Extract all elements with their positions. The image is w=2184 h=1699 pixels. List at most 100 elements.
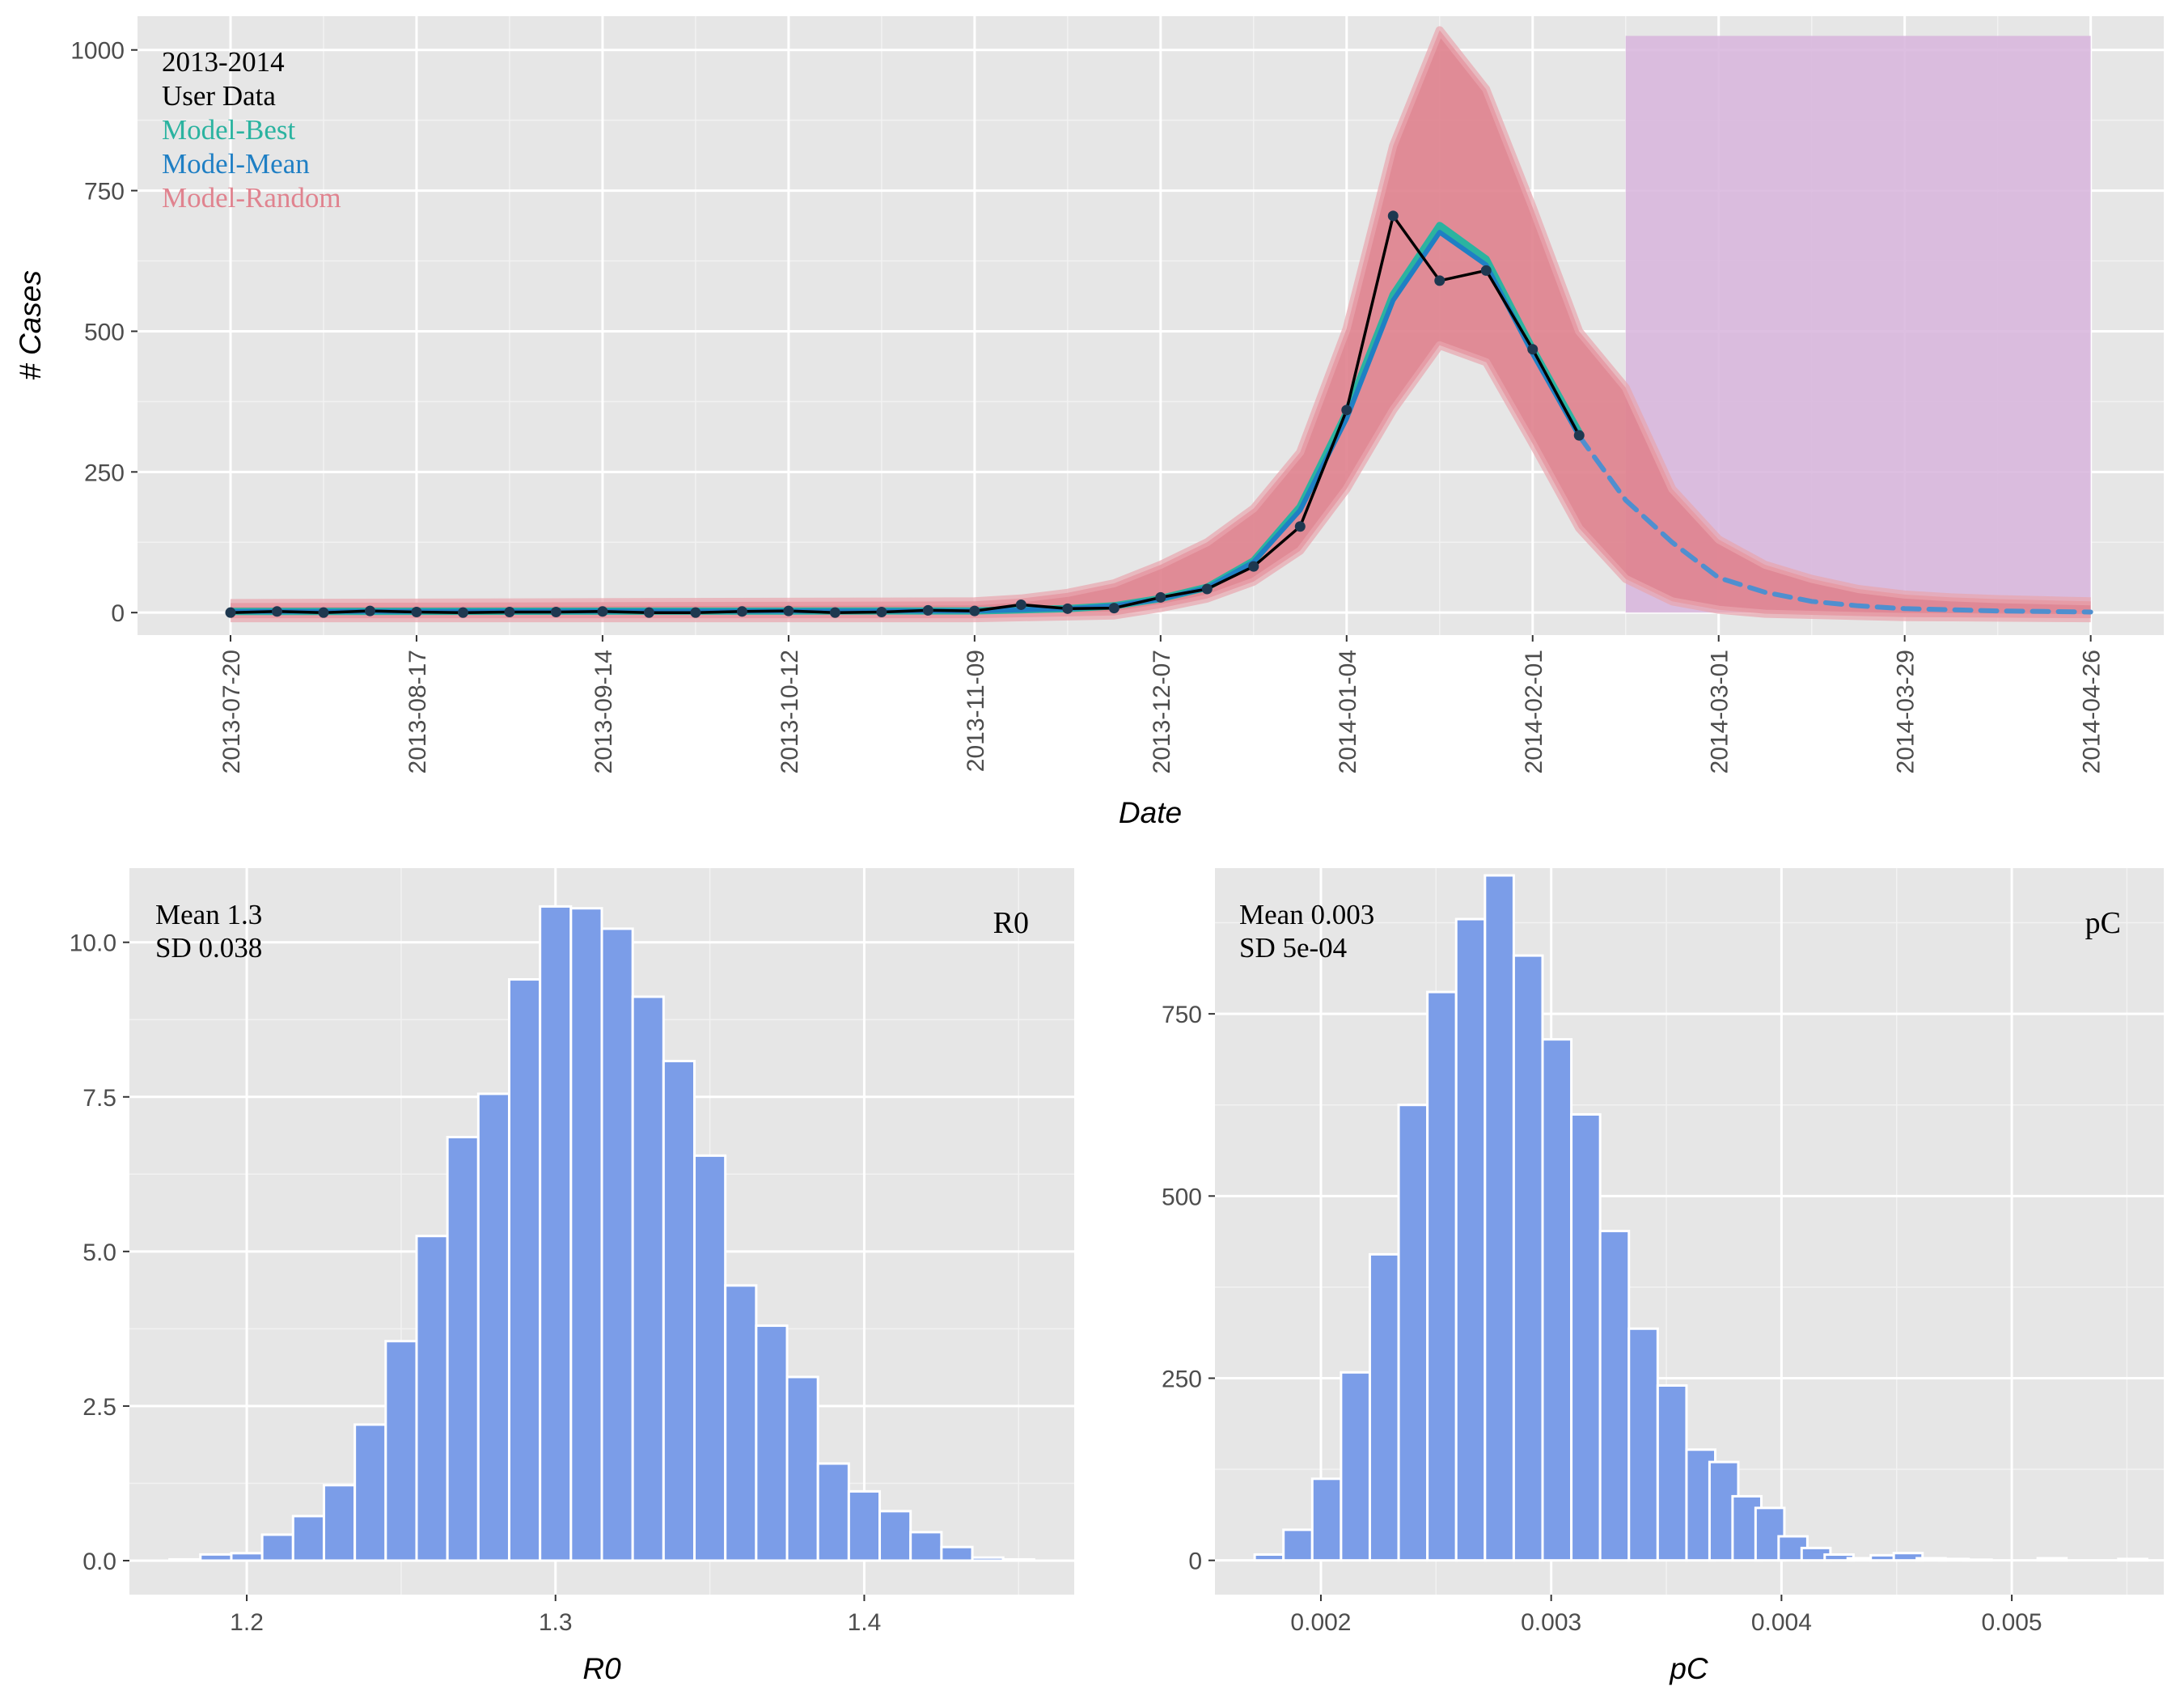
pc-bars (1253, 874, 2148, 1562)
h0-y-tick-label: 0.0 (83, 1549, 116, 1575)
user-data-point (969, 605, 980, 616)
user-data-point (271, 606, 282, 617)
h1-x-tick-label: 0.004 (1751, 1609, 1812, 1636)
h0-bar (507, 978, 542, 1562)
h1-bar (1627, 1327, 1659, 1562)
pc-annotation-mean: Mean 0.003 (1239, 899, 1374, 930)
user-data-point (1294, 521, 1306, 532)
h1-bar (1892, 1552, 1924, 1562)
user-data-point (1248, 561, 1259, 572)
h0-y-tick-label: 2.5 (83, 1394, 116, 1421)
user-data-point (411, 606, 422, 617)
h0-bar (940, 1545, 974, 1562)
top-x-tick-label: 2013-07-20 (218, 650, 245, 773)
h0-bar (168, 1557, 202, 1562)
h1-bar (1541, 1038, 1573, 1562)
r0-annotation-mean: Mean 1.3 (155, 899, 262, 930)
h0-bar (693, 1154, 727, 1562)
h1-bar (1484, 874, 1515, 1562)
model-mean-forecast-line (1577, 433, 2093, 615)
top-x-tick-label: 2014-03-01 (1707, 650, 1733, 773)
h0-bar (476, 1092, 510, 1562)
h1-bar (2036, 1557, 2068, 1562)
top-y-tick-label: 750 (84, 179, 125, 205)
h1-y-tick-label: 500 (1162, 1184, 1202, 1210)
h0-x-tick-label: 1.2 (230, 1609, 264, 1636)
user-data-point (318, 607, 329, 618)
pc-x-tick-labels: 0.002 0.003 0.004 0.005 (1290, 1595, 2042, 1636)
pc-x-axis-title: pC (1669, 1652, 1708, 1685)
top-x-tick-label: 2013-11-09 (963, 650, 989, 772)
h0-bar (353, 1423, 387, 1562)
legend: 2013-2014 User Data Model-Best Model-Mea… (162, 46, 341, 214)
user-data-point (1062, 603, 1073, 614)
top-x-tick-label: 2014-02-01 (1521, 650, 1547, 773)
top-x-tick-label: 2014-04-26 (2079, 650, 2106, 773)
h1-bar (1340, 1371, 1371, 1562)
h1-bar (1397, 1104, 1429, 1562)
h0-bar (971, 1556, 1005, 1562)
top-y-axis-title: # Cases (14, 270, 47, 380)
r0-bars (168, 905, 1035, 1562)
model-random-band-area (231, 30, 2091, 619)
h1-bar (1310, 1477, 1343, 1562)
legend-season: 2013-2014 (162, 46, 285, 78)
top-x-axis-title: Date (1119, 796, 1182, 829)
user-data-point (225, 607, 236, 618)
legend-model-mean: Model-Mean (162, 148, 310, 180)
top-x-tick-label: 2013-12-07 (1149, 650, 1175, 773)
h0-x-tick-label: 1.4 (848, 1609, 882, 1636)
top-y-tick-label: 1000 (70, 38, 125, 65)
top-x-tick-labels: 2013-07-20 2013-08-17 2013-09-14 2013-10-12… (218, 635, 2106, 773)
h1-x-tick-label: 0.002 (1290, 1609, 1351, 1636)
user-data-point (922, 604, 933, 616)
user-data-point (876, 606, 887, 617)
r0-y-tick-labels: 0.0 2.5 5.0 7.5 10.0 (70, 930, 129, 1575)
h0-bar (724, 1284, 758, 1562)
h0-bar (230, 1552, 264, 1562)
model-random-band-edge (230, 26, 2091, 608)
h0-y-tick-label: 5.0 (83, 1239, 116, 1266)
user-data-point (643, 607, 654, 618)
h0-bar (539, 905, 573, 1562)
pc-histogram: 0 250 500 750 0.002 0.003 0.004 0.005 Mean 0.0… (1162, 868, 2164, 1685)
user-data-point (829, 607, 840, 618)
h0-bar (1001, 1557, 1035, 1562)
h0-bar (384, 1340, 418, 1562)
h0-bar (631, 995, 665, 1562)
r0-annotation-sd: SD 0.038 (155, 932, 262, 964)
legend-model-random: Model-Random (162, 182, 341, 214)
top-y-tick-label: 250 (84, 460, 125, 486)
h1-bar (1512, 954, 1544, 1562)
h0-bar (260, 1533, 294, 1562)
top-x-tick-label: 2013-10-12 (777, 650, 803, 773)
user-data-line (229, 214, 1581, 614)
user-data-point (1573, 430, 1585, 441)
h0-bar (415, 1235, 449, 1562)
user-data-point (1434, 275, 1445, 286)
pc-y-tick-labels: 0 250 500 750 (1162, 1002, 1215, 1575)
h1-y-tick-label: 750 (1162, 1002, 1202, 1028)
h0-bar (291, 1515, 325, 1562)
top-x-tick-label: 2013-08-17 (404, 650, 431, 773)
top-y-tick-labels: 0 250 500 750 1000 (70, 38, 138, 627)
h1-bar (1368, 1252, 1400, 1562)
h1-bar (1962, 1558, 1993, 1562)
h1-bar (1426, 990, 1458, 1562)
h1-x-tick-label: 0.005 (1982, 1609, 2042, 1636)
h0-bar (847, 1489, 882, 1562)
h0-bar (322, 1484, 357, 1562)
h1-bar (1598, 1230, 1631, 1562)
legend-user-data: User Data (162, 80, 276, 112)
user-data-point (364, 605, 375, 616)
h1-x-tick-label: 0.003 (1521, 1609, 1581, 1636)
user-data-points (225, 210, 1585, 618)
h0-y-tick-label: 7.5 (83, 1085, 116, 1112)
top-x-tick-label: 2013-09-14 (590, 650, 617, 773)
h0-bar (446, 1135, 480, 1562)
top-y-tick-label: 0 (111, 600, 125, 627)
h0-bar (755, 1324, 789, 1562)
r0-histogram: 0.0 2.5 5.0 7.5 10.0 1.2 1.3 1.4 Mean 1.3 SD 0… (70, 868, 1074, 1685)
